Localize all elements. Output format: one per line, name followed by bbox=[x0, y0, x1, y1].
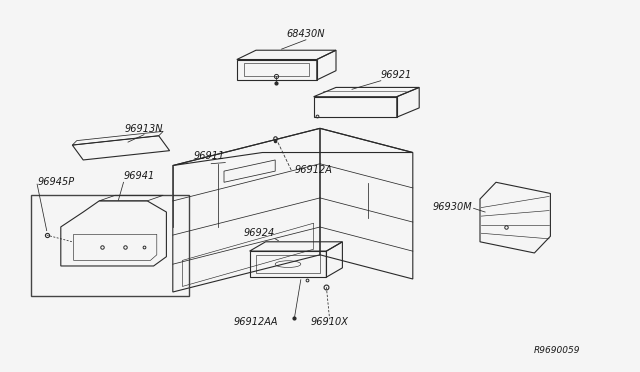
Text: 68430N: 68430N bbox=[287, 29, 325, 39]
Text: 96912AA: 96912AA bbox=[234, 317, 278, 327]
Text: 96941: 96941 bbox=[124, 171, 155, 181]
Text: 96945P: 96945P bbox=[37, 177, 74, 187]
Text: 96930M: 96930M bbox=[433, 202, 472, 212]
Text: 96921: 96921 bbox=[381, 70, 412, 80]
Text: 96911: 96911 bbox=[194, 151, 225, 161]
Text: 96912A: 96912A bbox=[294, 165, 332, 175]
Text: 96910X: 96910X bbox=[310, 317, 349, 327]
Bar bbox=[31, 195, 189, 296]
Text: R9690059: R9690059 bbox=[534, 346, 580, 355]
Text: 96913N: 96913N bbox=[125, 124, 163, 134]
Text: 96924: 96924 bbox=[244, 228, 275, 238]
